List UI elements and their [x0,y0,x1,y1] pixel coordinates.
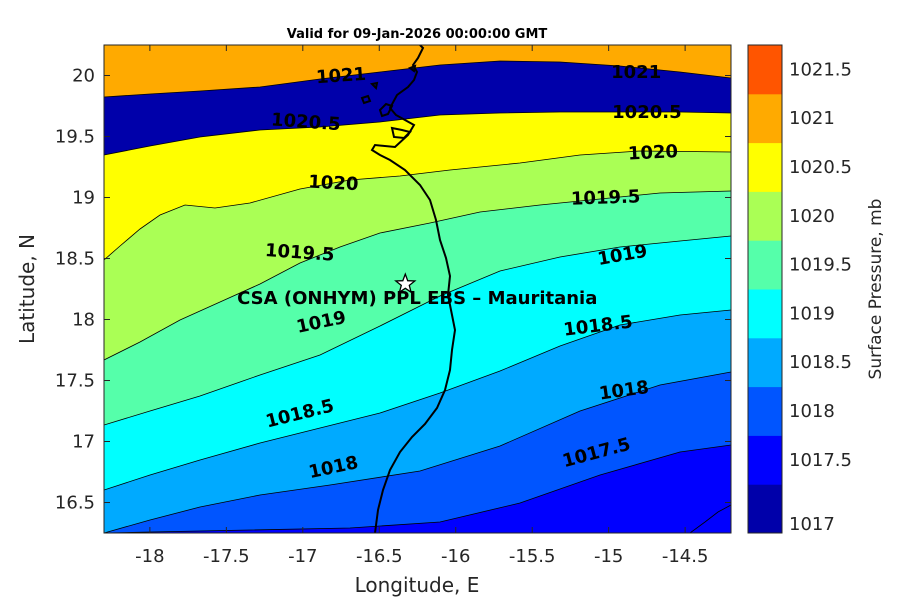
colorbar-swatch [748,435,782,485]
colorbar: 1017 1017.5 1018 1018.5 1019 1019.5 1020 1020.5… [747,44,852,535]
band-1019-5 [104,191,731,425]
y-tick-label: 16.5 [55,493,95,514]
y-tick-label: 20 [72,66,95,87]
colorbar-swatch [748,240,782,290]
y-tick-label: 19.5 [55,127,95,148]
coast-island-3 [360,94,372,105]
colorbar-tick-label: 1017.5 [789,450,852,471]
x-tick-label: -15.5 [509,546,556,567]
colorbar-tick-label: 1019.5 [789,255,852,276]
isobar-1020 [104,150,731,261]
contour-label: 1019.5 [264,240,335,266]
contour-lines [104,60,731,533]
colorbar-frame [747,44,783,534]
band-1019 [104,236,731,490]
colorbar-swatch [748,191,782,241]
coastline-path [370,45,457,533]
x-tick-label: -17.5 [203,546,250,567]
contour-label: 1020 [627,141,678,165]
colorbar-tick-label: 1018 [789,401,835,422]
colorbar-swatch [748,337,782,388]
colorbar-tick-label: 1017 [789,514,835,535]
band-1017-5 [104,445,731,533]
coastline [360,45,457,533]
y-axis: 20 19.5 19 18.5 18 17.5 17 16.5 [55,66,731,514]
plot-area: 1021 1021 1020.5 1020.5 1020 1020 1019.5 1019.5… [104,45,731,533]
y-tick-label: 18 [72,310,95,331]
contour-label: 1019.5 [571,186,641,209]
colorbar-tick-label: 1018.5 [789,352,852,373]
y-tick-label: 17.5 [55,371,95,392]
band-1018-5 [104,310,731,533]
colorbar-swatch [748,386,782,436]
colorbar-tick-label: 1020.5 [789,157,852,178]
colorbar-label: Surface Pressure, mb [866,199,886,380]
x-tick-label: -16.5 [356,546,403,567]
chart-title: Valid for 09-Jan-2026 00:00:00 GMT [287,27,548,42]
isobar-1019-5 [104,190,731,361]
colorbar-swatch [748,484,782,534]
plot-frame [103,44,732,534]
colorbar-tick-label: 1019 [789,303,835,324]
band-1021 [104,45,731,97]
contour-label: 1020 [308,172,359,196]
x-axis-label: Longitude, E [355,573,480,597]
contour-label: 1021 [315,64,366,88]
colorbar-tick-label: 1021.5 [789,59,852,80]
isobar-1018 [104,371,731,533]
coast-island-2 [378,102,394,118]
x-tick-label: -14.5 [662,546,709,567]
colorbar-tick-label: 1020 [789,206,835,227]
coast-island-4 [369,81,379,91]
station-marker [394,272,417,294]
colorbar-swatch [748,142,782,192]
coast-island-5 [407,64,417,73]
band-1020-5 [104,112,731,260]
isobar-1018-5 [104,309,731,491]
contour-label: 1021 [611,62,661,83]
colorbar-swatch [748,45,782,95]
x-tick-label: -18 [135,546,164,567]
x-tick-label: -15 [594,546,623,567]
x-tick-label: -17 [288,546,317,567]
y-tick-label: 19 [72,188,95,209]
station-star-icon[interactable] [394,272,417,294]
isobar-1017-5 [104,444,731,533]
station-label: CSA (ONHYM) PPL EBS – Mauritania [237,288,597,309]
y-tick-label: 18.5 [55,249,95,270]
band-1020 [104,151,731,360]
isobar-lower-right [689,504,731,533]
colorbar-swatch [748,289,782,339]
colorbar-swatch [748,93,782,144]
contour-label: 1020.5 [612,102,681,123]
coast-island-1 [390,126,412,140]
contour-label: 1020.5 [270,109,341,135]
band-1018 [104,372,731,533]
x-tick-label: -16 [441,546,470,567]
isobar-1019 [104,235,731,426]
x-axis: -18 -17.5 -17 -16.5 -16 -15.5 -15 -14.5 [135,45,708,567]
isobar-1020-5 [104,111,731,156]
y-tick-label: 17 [72,432,95,453]
y-axis-label: Latitude, N [15,234,39,344]
colorbar-tick-label: 1021 [789,108,835,129]
